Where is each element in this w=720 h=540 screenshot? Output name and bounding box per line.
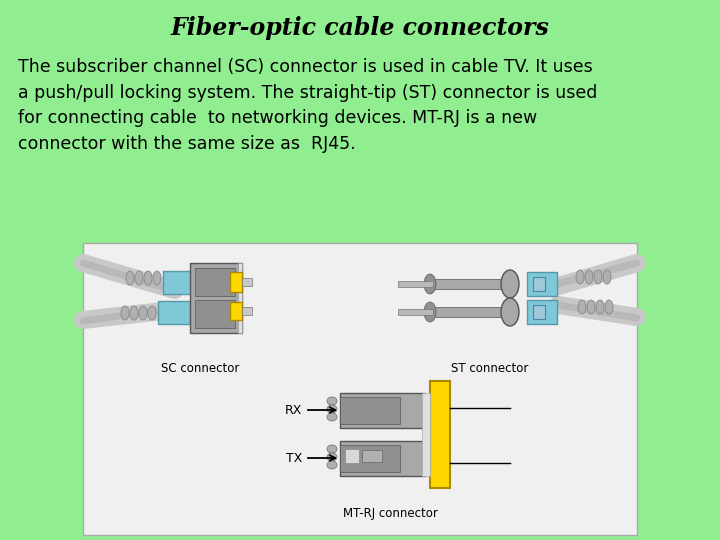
Text: MT-RJ connector: MT-RJ connector: [343, 507, 438, 520]
Bar: [195, 268, 235, 296]
Ellipse shape: [424, 302, 436, 322]
Bar: [195, 300, 235, 328]
Ellipse shape: [603, 270, 611, 284]
Ellipse shape: [327, 405, 337, 413]
Ellipse shape: [424, 274, 436, 294]
Bar: [190, 263, 242, 333]
Bar: [340, 441, 425, 476]
Bar: [533, 305, 545, 319]
Bar: [83, 243, 637, 535]
Bar: [242, 307, 252, 315]
Bar: [362, 450, 382, 462]
Ellipse shape: [576, 270, 584, 284]
Ellipse shape: [148, 306, 156, 320]
Bar: [158, 301, 190, 324]
Bar: [238, 263, 242, 333]
Text: ST connector: ST connector: [451, 362, 528, 375]
Bar: [430, 279, 510, 289]
Ellipse shape: [139, 306, 147, 320]
Ellipse shape: [501, 270, 519, 298]
Ellipse shape: [594, 270, 602, 284]
Text: RX: RX: [284, 403, 302, 416]
Ellipse shape: [135, 271, 143, 285]
Ellipse shape: [327, 445, 337, 453]
Ellipse shape: [327, 453, 337, 461]
Bar: [422, 393, 430, 476]
Ellipse shape: [605, 300, 613, 314]
Bar: [345, 449, 359, 463]
Bar: [533, 277, 545, 291]
Ellipse shape: [501, 298, 519, 326]
Bar: [527, 272, 557, 296]
Text: TX: TX: [286, 451, 302, 464]
Text: Fiber-optic cable connectors: Fiber-optic cable connectors: [171, 16, 549, 40]
Ellipse shape: [327, 413, 337, 421]
Bar: [230, 302, 242, 320]
Ellipse shape: [596, 300, 604, 314]
Bar: [340, 397, 400, 424]
Ellipse shape: [327, 397, 337, 405]
Ellipse shape: [153, 271, 161, 285]
Ellipse shape: [585, 270, 593, 284]
Bar: [163, 271, 195, 294]
Text: The subscriber channel (SC) connector is used in cable TV. It uses
a push/pull l: The subscriber channel (SC) connector is…: [18, 58, 598, 153]
Bar: [340, 393, 425, 428]
Ellipse shape: [578, 300, 586, 314]
Ellipse shape: [144, 271, 152, 285]
Bar: [430, 307, 510, 317]
Ellipse shape: [327, 461, 337, 469]
Bar: [527, 300, 557, 324]
Bar: [340, 445, 400, 472]
Bar: [398, 309, 433, 315]
Bar: [242, 278, 252, 286]
Ellipse shape: [121, 306, 129, 320]
Bar: [230, 272, 242, 292]
Bar: [430, 381, 450, 488]
Ellipse shape: [130, 306, 138, 320]
Ellipse shape: [587, 300, 595, 314]
Bar: [398, 281, 433, 287]
Ellipse shape: [126, 271, 134, 285]
Text: SC connector: SC connector: [161, 362, 239, 375]
